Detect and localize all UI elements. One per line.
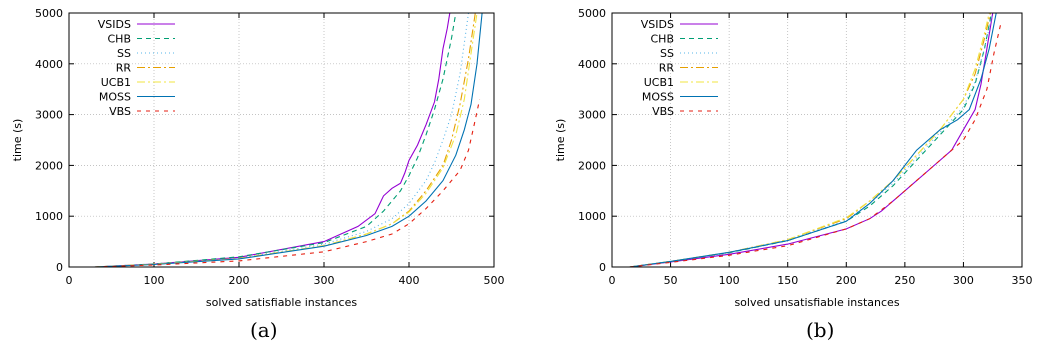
caption-b: (b) [806,318,835,342]
chart-b-legend-label-ss: SS [660,47,674,60]
chart-a-x-tick-label: 0 [66,274,73,287]
chart-b-series-chb [629,13,993,267]
chart-b-x-tick-label: 0 [609,274,616,287]
chart-b-x-axis-label: solved unsatisfiable instances [734,296,899,309]
chart-b-x-tick-label: 150 [777,274,798,287]
chart-b-legend-label-rr: RR [659,62,675,75]
chart-b-series-rr [629,13,991,267]
chart-b-legend-label-moss: MOSS [642,91,674,104]
chart-b-y-tick-label: 5000 [578,7,606,20]
chart-b-x-tick-label: 250 [894,274,915,287]
chart-b-legend-label-ucb1: UCB1 [644,76,674,89]
chart-a-series-rr [94,13,476,267]
chart-b-series-vsids [629,13,994,267]
chart-a-y-tick-label: 5000 [35,7,63,20]
chart-b-y-axis-label: time (s) [554,119,567,162]
chart-a-x-tick-label: 300 [314,274,335,287]
chart-a-series-chb [94,13,457,267]
chart-a-satisfiable: 0 100 200 300 400 500010002000300040005000VSI… [11,7,505,309]
chart-a-x-axis-label: solved satisfiable instances [206,296,357,309]
chart-a-y-tick-label: 1000 [35,210,63,223]
chart-a-y-tick-label: 4000 [35,58,63,71]
chart-b-y-tick-label: 2000 [578,159,606,172]
chart-a-x-tick-label: 400 [399,274,420,287]
chart-a-y-tick-label: 0 [56,261,63,274]
chart-a-x-tick-label: 200 [229,274,250,287]
chart-b-y-tick-label: 0 [599,261,606,274]
chart-a-series-ss [94,13,470,267]
chart-a-x-tick-label: 100 [144,274,165,287]
chart-a-series-vbs [94,99,481,267]
chart-b-plot-frame [611,12,1023,268]
chart-a-y-axis-label: time (s) [11,119,24,162]
chart-b-x-tick-label: 300 [953,274,974,287]
chart-a-legend-label-ss: SS [117,47,131,60]
chart-b-y-tick-label: 4000 [578,58,606,71]
chart-a-legend-label-vsids: VSIDS [98,18,131,31]
chart-a-series-vsids [94,13,451,267]
chart-b-x-tick-label: 350 [1012,274,1033,287]
chart-a-x-tick-label: 500 [484,274,505,287]
chart-b-x-tick-label: 200 [836,274,857,287]
caption-a: (a) [250,318,278,342]
chart-b-series-moss [629,13,997,267]
chart-b-legend-label-vbs: VBS [652,105,674,118]
chart-b-y-tick-label: 1000 [578,210,606,223]
chart-b-y-tick-label: 3000 [578,109,606,122]
chart-b-unsatisfiable: 0 50 100 150 200 250 300 350 0 1000 2000 3000 4000 50… [554,7,1033,309]
chart-b-series-vbs [629,23,1002,267]
chart-b-x-tick-label: 100 [719,274,740,287]
chart-b-series-ss [629,13,994,267]
chart-a-plot-frame [68,12,495,268]
chart-b-legend-label-vsids: VSIDS [641,18,674,31]
chart-a-legend-label-vbs: VBS [109,105,131,118]
chart-a-y-tick-label: 2000 [35,159,63,172]
chart-b-x-tick-label: 50 [664,274,678,287]
chart-a-legend-label-chb: CHB [108,33,132,46]
chart-b-legend-label-chb: CHB [651,33,675,46]
chart-a-legend-label-moss: MOSS [99,91,131,104]
chart-a-legend-label-rr: RR [116,62,132,75]
chart-a-legend-label-ucb1: UCB1 [101,76,131,89]
chart-a-series-moss [94,13,483,267]
chart-a-y-tick-label: 3000 [35,109,63,122]
